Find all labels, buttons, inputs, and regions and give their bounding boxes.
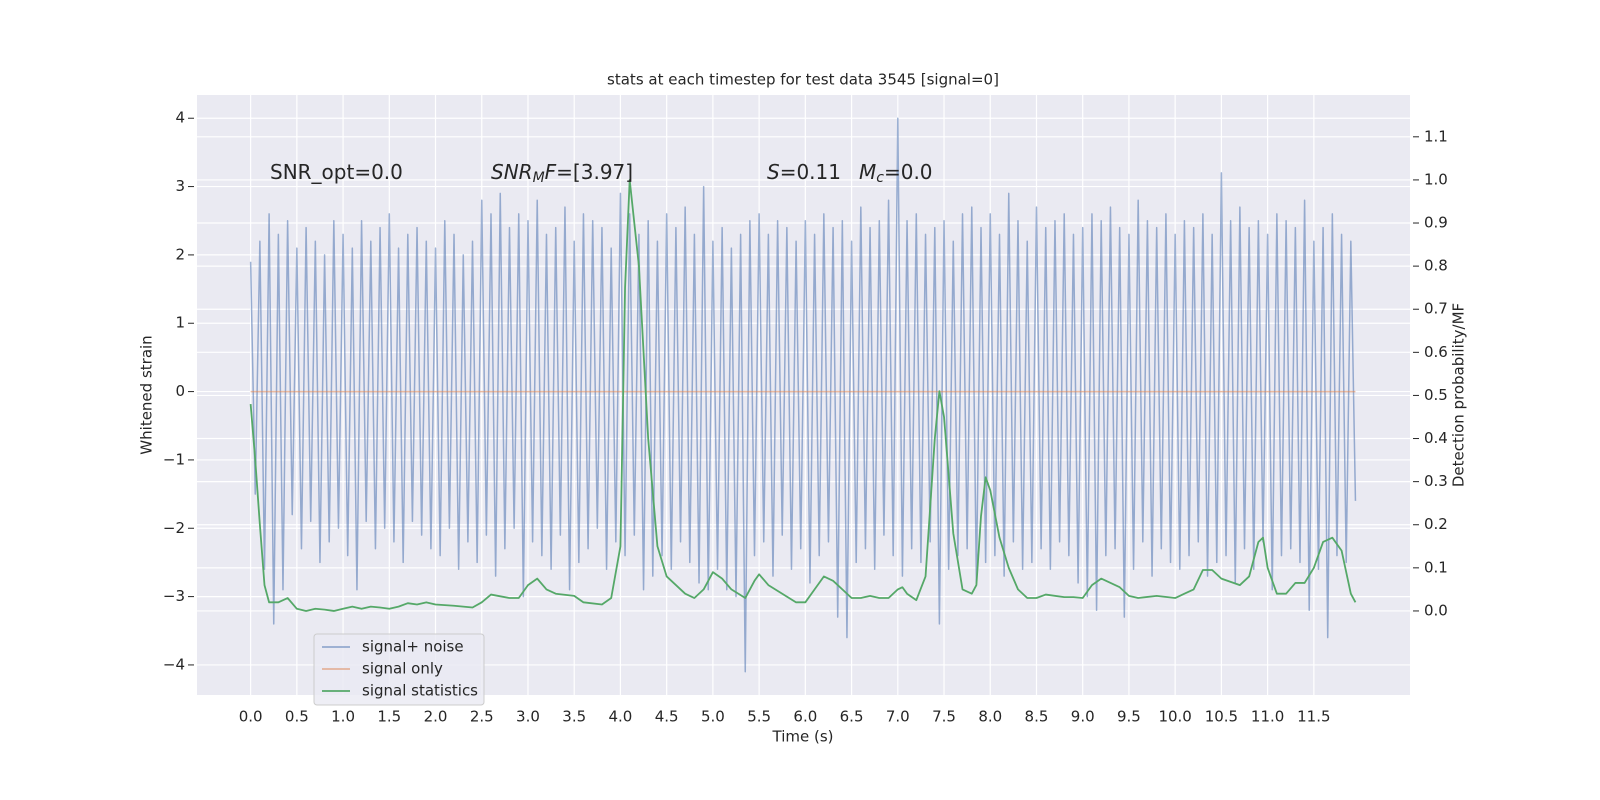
- marks: [249, 117, 1357, 673]
- y-tick-label: −3: [163, 587, 185, 605]
- annotation-part: SNR: [491, 160, 533, 184]
- y2-tick-label: 0.0: [1424, 601, 1448, 619]
- annotation: SNRMF=[3.97]: [491, 160, 633, 187]
- y-axis-label: Whitened strain: [138, 335, 156, 454]
- y2-tick-label: 0.7: [1424, 300, 1448, 318]
- x-tick-label: 3.0: [516, 708, 540, 726]
- legend-label: signal only: [362, 660, 443, 678]
- annotation-part: M: [859, 160, 876, 184]
- chart-title: stats at each timestep for test data 354…: [607, 71, 999, 89]
- y2-tick-label: 0.5: [1424, 386, 1448, 404]
- x-tick-label: 11.5: [1297, 708, 1330, 726]
- y-tick-label: 1: [175, 314, 185, 332]
- y-tick-label: 2: [175, 245, 185, 263]
- y2-tick-label: 1.0: [1424, 170, 1448, 188]
- x-tick-label: 4.5: [655, 708, 679, 726]
- annotation-part: =0.0: [884, 160, 933, 184]
- x-tick-label: 7.0: [886, 708, 910, 726]
- x-tick-label: 8.5: [1025, 708, 1049, 726]
- y2-tick-label: 0.2: [1424, 515, 1448, 533]
- legend: signal+ noise signal only signal statistic…: [313, 633, 485, 706]
- x-tick-label: 8.0: [978, 708, 1002, 726]
- x-tick-label: 5.5: [747, 708, 771, 726]
- x-tick-label: 6.5: [840, 708, 864, 726]
- x-tick-label: 7.5: [932, 708, 956, 726]
- x-tick-label: 9.0: [1071, 708, 1095, 726]
- x-tick-label: 6.0: [793, 708, 817, 726]
- y-tick-label: 4: [175, 109, 185, 127]
- x-tick-label: 10.0: [1158, 708, 1191, 726]
- legend-label: signal statistics: [362, 682, 478, 700]
- y-tick-label: −2: [163, 519, 185, 537]
- y2-tick-label: 1.1: [1424, 127, 1448, 145]
- annotation-part: M: [533, 170, 545, 186]
- x-tick-label: 0.5: [285, 708, 309, 726]
- x-tick-label: 11.0: [1251, 708, 1284, 726]
- annotation-part: c: [876, 170, 884, 186]
- annotation-part: S: [767, 160, 780, 184]
- y-tick-label: 3: [175, 177, 185, 195]
- annotation-part: SNR_opt=0.0: [270, 160, 403, 184]
- x-tick-label: 2.5: [470, 708, 494, 726]
- y2-tick-label: 0.9: [1424, 214, 1448, 232]
- x-tick-label: 2.0: [424, 708, 448, 726]
- y-tick-label: −4: [163, 655, 185, 673]
- y2-tick-label: 0.8: [1424, 257, 1448, 275]
- series-line: [249, 117, 1357, 673]
- legend-label: signal+ noise: [362, 638, 464, 656]
- annotation: S=0.11: [767, 160, 841, 184]
- x-tick-label: 0.0: [239, 708, 263, 726]
- y-tick-label: −1: [163, 450, 185, 468]
- annotation: SNR_opt=0.0: [270, 160, 403, 184]
- annotation-part: =[3.97]: [556, 160, 633, 184]
- annotation-part: =0.11: [780, 160, 841, 184]
- y2-tick-label: 0.3: [1424, 472, 1448, 490]
- series-line: [249, 179, 1357, 612]
- x-tick-label: 9.5: [1117, 708, 1141, 726]
- x-tick-label: 5.0: [701, 708, 725, 726]
- x-tick-label: 3.5: [562, 708, 586, 726]
- x-axis-label: Time (s): [772, 728, 834, 746]
- legend-box: [313, 633, 485, 706]
- y2-axis-label: Detection probability/MF: [1450, 303, 1468, 487]
- x-tick-label: 1.5: [377, 708, 401, 726]
- y-tick-label: 0: [175, 382, 185, 400]
- y2-tick-label: 0.6: [1424, 343, 1448, 361]
- x-tick-label: 4.0: [609, 708, 633, 726]
- y2-tick-label: 0.1: [1424, 558, 1448, 576]
- x-tick-label: 10.5: [1205, 708, 1238, 726]
- annotation-part: F: [545, 160, 557, 184]
- x-tick-label: 1.0: [331, 708, 355, 726]
- annotation: Mc=0.0: [859, 160, 933, 187]
- y2-tick-label: 0.4: [1424, 429, 1448, 447]
